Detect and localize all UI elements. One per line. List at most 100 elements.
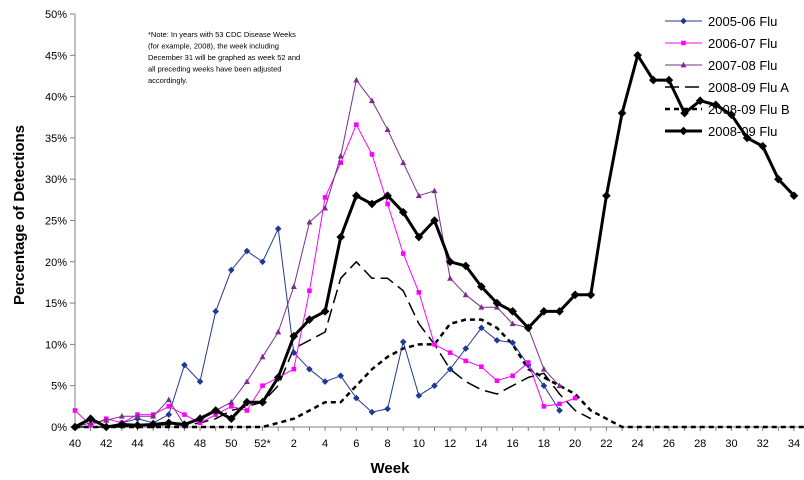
data-point bbox=[508, 307, 517, 316]
series-line bbox=[75, 318, 804, 429]
x-tick-label: 4 bbox=[322, 438, 328, 450]
data-point bbox=[494, 378, 500, 384]
x-tick-label: 8 bbox=[385, 438, 391, 450]
data-point bbox=[118, 413, 125, 419]
data-point bbox=[400, 251, 406, 256]
data-point bbox=[227, 266, 235, 274]
series-2008-09-flu-b bbox=[75, 318, 804, 429]
x-tick-label: 20 bbox=[569, 438, 581, 450]
x-tick-label: 42 bbox=[100, 438, 112, 450]
data-point bbox=[680, 61, 687, 68]
data-point bbox=[540, 365, 547, 372]
data-point bbox=[383, 191, 392, 201]
data-point bbox=[164, 418, 174, 428]
data-point bbox=[275, 328, 282, 335]
note-line: (for example, 2008), the week including bbox=[148, 42, 279, 51]
data-point bbox=[242, 397, 252, 407]
x-tick-label: 22 bbox=[600, 438, 612, 450]
series-2008-09-flu bbox=[70, 50, 799, 432]
data-point bbox=[196, 378, 204, 385]
data-point bbox=[291, 366, 297, 372]
x-tick-label: 34 bbox=[788, 438, 800, 450]
data-point bbox=[510, 373, 515, 379]
x-tick-label: 44 bbox=[131, 438, 143, 450]
data-point bbox=[384, 405, 391, 413]
axes: 0%5%10%15%20%25%30%35%40%45%50%40 42 44 46 4… bbox=[45, 9, 804, 450]
data-point bbox=[385, 201, 390, 207]
series-2007-08-flu bbox=[72, 76, 563, 430]
series-line bbox=[74, 228, 560, 428]
x-axis-title: Week bbox=[371, 460, 411, 477]
data-point bbox=[679, 126, 688, 136]
legend-item: 2008-09 Flu bbox=[665, 124, 777, 139]
data-point bbox=[72, 408, 78, 413]
data-point bbox=[369, 152, 375, 157]
data-point bbox=[680, 17, 687, 25]
data-point bbox=[228, 399, 235, 405]
data-point bbox=[432, 342, 437, 347]
x-tick-label: 14 bbox=[475, 438, 487, 450]
x-tick-label: 2 bbox=[291, 438, 297, 450]
data-point bbox=[492, 298, 502, 308]
data-point bbox=[244, 408, 250, 413]
data-point bbox=[274, 225, 282, 233]
legend-label: 2007-08 Flu bbox=[708, 58, 777, 73]
series-layer bbox=[70, 50, 804, 432]
data-point bbox=[664, 75, 674, 85]
data-point bbox=[681, 40, 686, 46]
x-tick-label: 24 bbox=[632, 438, 644, 450]
data-point bbox=[617, 108, 627, 118]
legend-item: 2007-08 Flu bbox=[665, 58, 777, 73]
data-point bbox=[195, 414, 205, 424]
data-point bbox=[555, 307, 564, 316]
data-point bbox=[602, 191, 611, 201]
x-tick-label: 18 bbox=[538, 438, 550, 450]
data-point bbox=[101, 422, 111, 432]
legend-label: 2008-09 Flu bbox=[708, 124, 777, 139]
data-point bbox=[336, 232, 346, 242]
data-point bbox=[572, 395, 578, 401]
data-point bbox=[258, 397, 267, 407]
legend-label: 2005-06 Flu bbox=[708, 14, 777, 29]
data-point bbox=[367, 199, 377, 209]
data-point bbox=[509, 320, 516, 327]
x-tick-label: 30 bbox=[725, 438, 737, 450]
data-point bbox=[789, 191, 799, 201]
x-tick-label: 52* bbox=[254, 438, 271, 450]
data-point bbox=[509, 339, 516, 347]
legend-label: 2006-07 Flu bbox=[708, 36, 777, 51]
data-point bbox=[368, 97, 375, 104]
data-point bbox=[415, 192, 422, 199]
data-point bbox=[742, 133, 752, 143]
data-point bbox=[259, 353, 266, 360]
data-point bbox=[133, 421, 142, 430]
data-point bbox=[182, 412, 187, 417]
footnote: *Note: In years with 53 CDC Disease Week… bbox=[148, 30, 300, 85]
data-point bbox=[337, 372, 345, 380]
legend-label: 2008-09 Flu A bbox=[708, 80, 789, 95]
data-point bbox=[493, 336, 501, 344]
x-tick-label: 16 bbox=[507, 438, 519, 450]
data-point bbox=[337, 152, 344, 159]
data-point bbox=[321, 378, 329, 385]
data-point bbox=[103, 417, 110, 423]
data-point bbox=[352, 191, 361, 201]
x-tick-label: 26 bbox=[663, 438, 675, 450]
data-point bbox=[305, 315, 314, 324]
legend: 2005-06 Flu 2006-07 Flu 2007-08 Flu 2008-09… bbox=[665, 14, 790, 139]
data-point bbox=[134, 413, 141, 419]
data-point bbox=[353, 394, 360, 402]
y-tick-label: 10% bbox=[45, 339, 67, 351]
x-tick-label: 28 bbox=[694, 438, 706, 450]
data-point bbox=[229, 404, 234, 409]
y-tick-label: 25% bbox=[45, 216, 67, 228]
data-point bbox=[400, 159, 407, 166]
data-point bbox=[556, 407, 563, 414]
data-point bbox=[541, 404, 547, 409]
data-point bbox=[384, 126, 391, 133]
data-point bbox=[181, 361, 188, 369]
x-tick-label: 40 bbox=[69, 438, 81, 450]
data-point bbox=[399, 338, 407, 346]
series-2005-06-flu bbox=[71, 225, 563, 431]
data-point bbox=[539, 307, 549, 316]
